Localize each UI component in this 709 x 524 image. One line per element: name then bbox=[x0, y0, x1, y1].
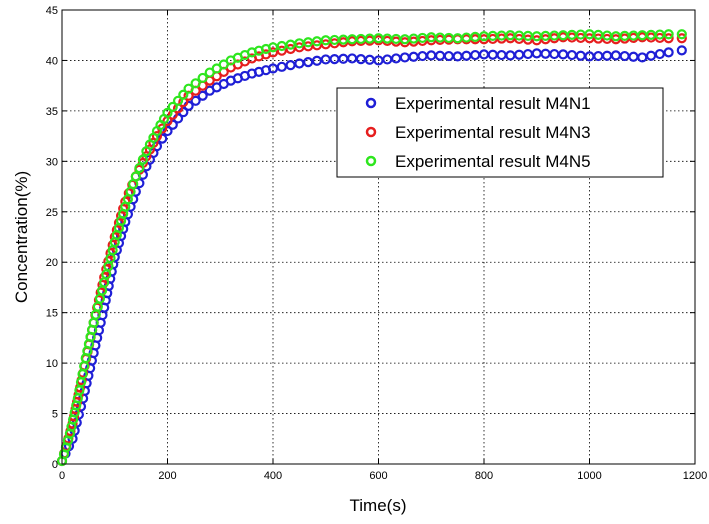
data-point bbox=[130, 171, 141, 182]
x-tick-label: 200 bbox=[158, 470, 176, 482]
data-point bbox=[162, 107, 173, 119]
data-point bbox=[137, 154, 148, 165]
y-tick-label: 40 bbox=[46, 55, 58, 67]
legend-label: Experimental result M4N3 bbox=[395, 123, 591, 142]
data-point bbox=[190, 95, 201, 106]
data-point bbox=[190, 78, 201, 89]
legend-marker bbox=[365, 155, 377, 167]
data-point bbox=[172, 95, 184, 106]
data-point bbox=[197, 90, 208, 101]
plot-area bbox=[62, 10, 695, 464]
x-axis-label: Time(s) bbox=[350, 496, 407, 515]
data-point bbox=[663, 47, 674, 58]
y-tick-label: 45 bbox=[46, 5, 58, 17]
data-markers bbox=[56, 29, 687, 467]
data-point bbox=[183, 83, 194, 94]
legend-box bbox=[336, 87, 664, 178]
legend: Experimental result M4N1 Experimental res… bbox=[336, 87, 664, 178]
legend-label: Experimental result M4N1 bbox=[395, 94, 591, 113]
legend-items: Experimental result M4N1 Experimental res… bbox=[365, 94, 591, 171]
axis-ticks: 0 200 400 600 800 1000 1200 0 5 10 15 20 25 30 35 40 45 bbox=[46, 5, 707, 482]
x-tick-label: 0 bbox=[59, 470, 65, 482]
x-tick-label: 400 bbox=[264, 470, 282, 482]
y-axis-label: Concentration(%) bbox=[12, 171, 31, 303]
legend-marker bbox=[365, 126, 377, 138]
y-tick-label: 0 bbox=[52, 459, 58, 471]
data-point bbox=[676, 33, 687, 44]
data-point bbox=[663, 33, 674, 44]
legend-label: Experimental result M4N5 bbox=[395, 152, 591, 171]
y-tick-label: 30 bbox=[46, 156, 58, 168]
data-point bbox=[197, 72, 208, 84]
y-tick-label: 15 bbox=[46, 308, 58, 320]
series-3 bbox=[56, 29, 687, 467]
x-tick-label: 1200 bbox=[683, 470, 707, 482]
data-point bbox=[120, 196, 131, 207]
y-tick-label: 5 bbox=[52, 409, 58, 421]
y-tick-label: 10 bbox=[46, 358, 58, 370]
data-point bbox=[676, 45, 687, 56]
grid-lines bbox=[62, 10, 695, 464]
x-tick-label: 1000 bbox=[577, 470, 601, 482]
data-point bbox=[167, 101, 178, 112]
data-point bbox=[162, 125, 173, 137]
y-tick-label: 20 bbox=[46, 257, 58, 269]
y-tick-label: 25 bbox=[46, 207, 58, 219]
data-point bbox=[663, 29, 674, 40]
y-tick-label: 35 bbox=[46, 106, 58, 118]
legend-marker bbox=[365, 97, 377, 109]
x-tick-label: 800 bbox=[475, 470, 493, 482]
data-point bbox=[123, 188, 134, 199]
x-tick-label: 600 bbox=[369, 470, 387, 482]
data-point bbox=[134, 162, 145, 174]
data-point bbox=[676, 29, 687, 40]
series-1 bbox=[56, 45, 687, 467]
data-point bbox=[178, 89, 189, 100]
